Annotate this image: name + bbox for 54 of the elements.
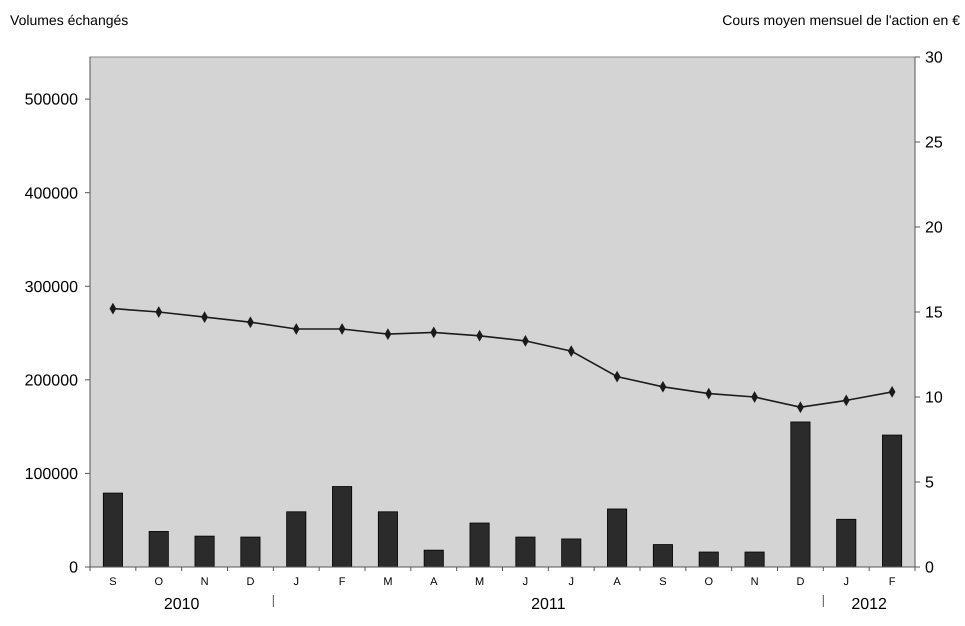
x-tick-label: M	[474, 576, 484, 588]
x-tick-label: D	[796, 576, 804, 588]
x-tick-label: J	[294, 576, 299, 588]
x-tick-label: O	[704, 576, 714, 588]
bar	[882, 434, 902, 568]
x-tick-label: F	[338, 576, 346, 588]
y-tick-label: 500000	[24, 92, 78, 109]
x-tick-label: J	[568, 576, 574, 588]
bar	[240, 536, 260, 568]
bar	[790, 422, 810, 568]
bar	[424, 550, 444, 568]
y2-tick-label: 10	[925, 390, 943, 407]
y-axis-title: Volumes échangés	[10, 12, 128, 28]
x-tick-label: S	[659, 576, 667, 588]
bar	[652, 544, 673, 568]
x-tick-label: M	[383, 576, 393, 588]
x-tick-label: N	[200, 576, 209, 588]
x-tick-label: F	[888, 576, 896, 588]
x-tick-label: O	[154, 576, 164, 588]
bar	[561, 538, 582, 568]
text: 2011	[531, 596, 566, 613]
bar	[102, 492, 123, 568]
text: 2010	[164, 596, 200, 613]
bar	[378, 511, 398, 568]
bar	[332, 486, 352, 568]
bar	[836, 518, 856, 568]
bar	[470, 522, 490, 568]
x-tick-label: J	[522, 576, 528, 588]
y2-tick-label: 15	[925, 304, 943, 322]
y-tick-label: 300000	[24, 278, 78, 296]
y2-tick-label: 25	[925, 134, 943, 152]
y2-axis-title: Cours moyen mensuel de l'action en €	[722, 12, 960, 28]
x-tick-label: D	[246, 576, 254, 588]
y-tick-label: 200000	[24, 372, 78, 390]
y2-tick-label: 0	[925, 560, 934, 577]
bar	[286, 511, 306, 568]
y2-tick-label: 30	[925, 50, 943, 67]
bar	[698, 552, 719, 568]
x-tick-label: S	[109, 576, 117, 588]
bar	[148, 531, 169, 568]
x-tick-label: J	[844, 576, 849, 588]
text: 2012	[851, 596, 888, 613]
x-tick-label: N	[750, 576, 759, 588]
y-tick-label: 100000	[24, 466, 78, 484]
y2-tick-label: 20	[925, 220, 943, 237]
y-tick-label: 0	[69, 560, 78, 577]
bar	[194, 536, 215, 568]
bar	[515, 536, 536, 568]
x-tick-label: A	[430, 576, 438, 588]
bar	[607, 508, 628, 568]
x-tick-label: A	[613, 576, 622, 588]
bar	[744, 552, 765, 568]
y2-tick-label: 5	[925, 474, 934, 492]
y-tick-label: 400000	[24, 185, 78, 202]
